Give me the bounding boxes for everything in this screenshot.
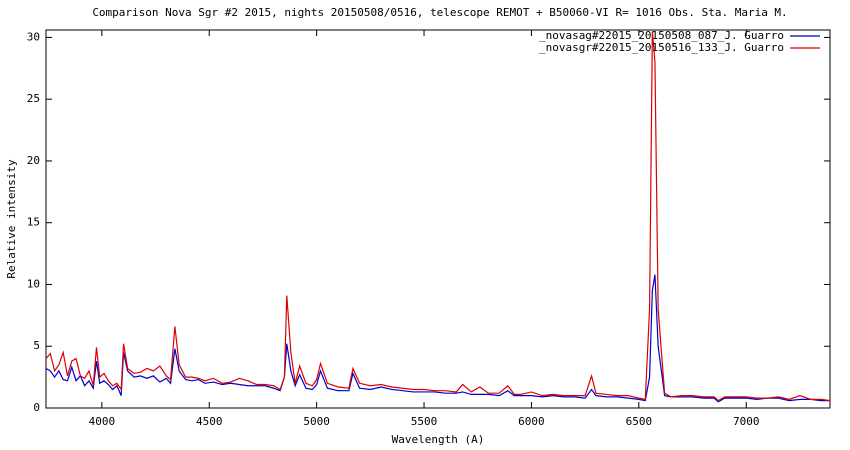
legend-label: _novasgr#22015_20150516_133_J. Guarro [539,41,784,54]
y-tick-label: 0 [33,401,40,414]
y-tick-label: 15 [27,216,40,229]
y-tick-label: 20 [27,154,40,167]
x-tick-label: 4000 [89,415,116,428]
x-tick-label: 5000 [303,415,330,428]
y-tick-label: 30 [27,30,40,43]
y-tick-label: 10 [27,277,40,290]
series-line [46,31,830,402]
plot-frame [45,29,831,409]
y-tick-label: 5 [33,339,40,352]
legend-label: _novasag#22015_20150508_087_J. Guarro [539,29,784,42]
x-tick-label: 5500 [411,415,438,428]
y-axis-label: Relative intensity [5,159,18,279]
y-tick-label: 25 [27,92,40,105]
x-tick-label: 4500 [196,415,223,428]
chart-title: Comparison Nova Sgr #2 2015, nights 2015… [92,6,787,19]
x-tick-label: 6000 [518,415,545,428]
series-line [46,274,830,403]
x-axis-label: Wavelength (A) [392,433,485,446]
x-tick-label: 7000 [733,415,760,428]
x-tick-label: 6500 [626,415,653,428]
